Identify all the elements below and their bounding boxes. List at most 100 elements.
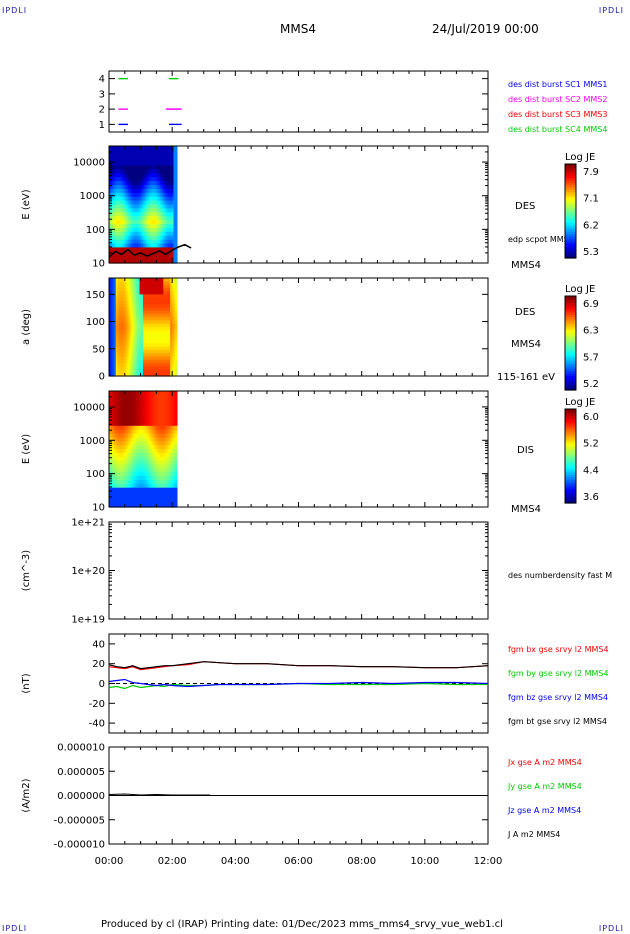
- colorbar-cell-2: [565, 307, 576, 311]
- heatmap-cell-3: [165, 398, 168, 404]
- heatmap-cell-2: [168, 313, 171, 318]
- heatmap-cell-3: [134, 429, 137, 435]
- heatmap-cell-1: [166, 149, 170, 155]
- heatmap-cell-3: [170, 452, 173, 458]
- heatmap-cell-2: [168, 372, 171, 377]
- heatmap-cell-1: [175, 259, 178, 264]
- heatmap-cell-1: [117, 255, 120, 260]
- heatmap-cell-1: [166, 169, 170, 174]
- heatmap-cell-2: [170, 287, 173, 292]
- heatmap-cell-2: [144, 369, 147, 374]
- heatmap-cell-3: [144, 402, 147, 408]
- heatmap-cell-1: [142, 153, 146, 159]
- heatmap-cell-3: [161, 398, 164, 404]
- heatmap-cell-3: [139, 445, 142, 450]
- heatmap-cell-1: [170, 173, 173, 178]
- heatmap-cell-1: [141, 192, 144, 198]
- heatmap-cell-1: [168, 173, 171, 178]
- heatmap-cell-2: [163, 330, 166, 335]
- heatmap-cell-1: [139, 224, 142, 229]
- heatmap-cell-1: [148, 181, 151, 186]
- heatmap-cell-2: [149, 359, 153, 364]
- heatmap-cell-1: [119, 149, 122, 155]
- heatmap-cell-2: [148, 300, 151, 305]
- heatmap-cell-3: [146, 421, 149, 427]
- heatmap-cell-3: [117, 445, 120, 450]
- heatmap-cell-1: [170, 192, 173, 198]
- heatmap-cell-3: [114, 464, 117, 469]
- heatmap-cell-2: [168, 362, 171, 367]
- heatmap-cell-3: [153, 456, 156, 462]
- heatmap-cell-2: [144, 323, 147, 328]
- heatmap-cell-3: [141, 418, 144, 423]
- heatmap-cell-3: [170, 418, 173, 423]
- heatmap-cell-3: [170, 464, 173, 469]
- heatmap-cell-2: [124, 304, 127, 308]
- heatmap-cell-3: [146, 449, 149, 454]
- heatmap-cell-1: [144, 157, 147, 163]
- y-tick-label-6: -0.000005: [54, 815, 105, 826]
- heatmap-cell-3: [141, 398, 144, 404]
- heatmap-cell-1: [132, 235, 136, 241]
- heatmap-cell-2: [110, 362, 113, 367]
- heatmap-cell-2: [161, 327, 164, 331]
- heatmap-cell-2: [148, 294, 151, 299]
- heatmap-cell-1: [122, 208, 125, 213]
- heatmap-cell-1: [142, 243, 146, 248]
- heatmap-cell-2: [129, 353, 132, 357]
- heatmap-cell-1: [168, 259, 171, 264]
- heatmap-cell-3: [144, 394, 147, 400]
- heatmap-cell-2: [153, 366, 156, 371]
- heatmap-cell-3: [142, 433, 146, 438]
- heatmap-cell-2: [142, 310, 146, 315]
- heatmap-cell-3: [137, 410, 141, 415]
- heatmap-cell-3: [168, 468, 171, 473]
- heatmap-cell-3: [124, 499, 127, 504]
- heatmap-cell-1: [165, 161, 168, 167]
- heatmap-cell-2: [170, 323, 173, 328]
- heatmap-cell-1: [114, 251, 117, 256]
- heatmap-cell-1: [112, 177, 115, 182]
- heatmap-cell-2: [144, 294, 147, 299]
- heatmap-cell-3: [125, 464, 129, 469]
- heatmap-cell-1: [132, 200, 136, 206]
- heatmap-cell-1: [159, 231, 163, 237]
- heatmap-cell-2: [163, 300, 166, 305]
- heatmap-cell-2: [168, 353, 171, 357]
- heatmap-cell-1: [131, 255, 134, 260]
- heatmap-cell-2: [125, 294, 129, 299]
- heatmap-cell-2: [112, 372, 115, 377]
- heatmap-cell-1: [132, 212, 136, 217]
- heatmap-cell-3: [119, 425, 122, 431]
- heatmap-cell-2: [163, 372, 166, 377]
- heatmap-cell-2: [173, 330, 176, 335]
- heatmap-cell-1: [129, 188, 132, 194]
- colorbar-cell-2: [565, 375, 576, 379]
- heatmap-cell-1: [110, 208, 113, 213]
- heatmap-cell-2: [127, 336, 130, 341]
- heatmap-cell-3: [154, 491, 158, 496]
- heatmap-cell-2: [171, 362, 175, 367]
- heatmap-cell-3: [119, 410, 122, 415]
- heatmap-cell-2: [124, 366, 127, 371]
- heatmap-cell-3: [114, 456, 117, 462]
- heatmap-cell-3: [158, 410, 161, 415]
- heatmap-cell-1: [137, 208, 141, 213]
- colorbar-cell-2: [565, 364, 576, 368]
- heatmap-cell-2: [125, 346, 129, 351]
- heatmap-cell-2: [168, 281, 171, 286]
- heatmap-cell-2: [129, 291, 132, 295]
- heatmap-cell-2: [170, 340, 173, 344]
- heatmap-cell-3: [127, 503, 130, 508]
- heatmap-cell-1: [124, 227, 127, 233]
- heatmap-cell-2: [165, 366, 168, 371]
- heatmap-cell-2: [163, 369, 166, 374]
- heatmap-cell-2: [161, 294, 164, 299]
- heatmap-cell-1: [115, 235, 119, 241]
- heatmap-cell-1: [110, 251, 113, 256]
- heatmap-cell-1: [163, 146, 166, 151]
- heatmap-cell-2: [158, 336, 161, 341]
- heatmap-cell-3: [158, 391, 161, 396]
- heatmap-cell-1: [163, 153, 166, 159]
- heatmap-cell-1: [134, 255, 137, 260]
